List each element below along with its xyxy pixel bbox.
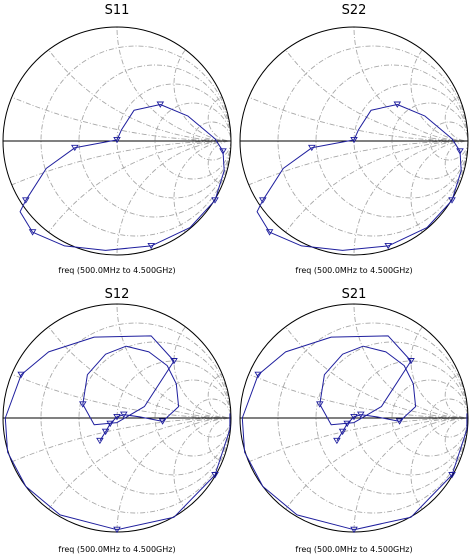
chart-title: S12	[105, 287, 130, 302]
triangle-down-icon	[448, 472, 456, 479]
triangle-down-icon	[79, 401, 87, 408]
triangle-down-icon	[71, 144, 79, 152]
triangle-down-icon	[254, 371, 262, 379]
triangle-down-icon	[316, 401, 324, 408]
triangle-down-icon	[170, 358, 178, 365]
triangle-down-icon	[156, 101, 165, 108]
reactance-arc	[3, 140, 231, 255]
triangle-down-icon	[101, 428, 110, 436]
chart-title: S21	[342, 287, 367, 302]
reactance-arc	[240, 27, 468, 142]
triangle-down-icon	[17, 371, 25, 379]
triangle-down-icon	[333, 437, 341, 445]
triangle-down-icon	[407, 358, 415, 365]
triangle-down-icon	[393, 101, 402, 108]
triangle-down-icon	[350, 136, 358, 144]
reactance-arc	[173, 140, 231, 255]
reactance-arc	[207, 417, 231, 465]
triangle-down-icon	[96, 437, 104, 445]
resistance-circle	[78, 341, 231, 495]
triangle-down-icon	[106, 420, 114, 428]
reactance-arc	[207, 94, 231, 142]
reactance-arc	[207, 140, 231, 188]
reactance-arc	[3, 27, 231, 142]
resistance-circle	[78, 64, 231, 218]
chart-title: S22	[342, 3, 367, 18]
resistance-circle	[315, 64, 468, 218]
reactance-arc	[444, 417, 468, 465]
reactance-arc	[240, 27, 468, 142]
reactance-arc	[116, 27, 231, 142]
reactance-arc	[444, 94, 468, 142]
reactance-arc	[240, 304, 468, 419]
unit-circle	[2, 26, 232, 256]
reactance-arc	[173, 304, 231, 419]
triangle-down-icon	[448, 197, 456, 204]
reactance-arc	[444, 371, 468, 419]
freq-range-label: freq (500.0MHz to 4.500GHz)	[295, 266, 412, 275]
reactance-arc	[116, 304, 231, 419]
triangle-down-icon	[456, 148, 464, 155]
triangle-down-icon	[265, 229, 274, 236]
triangle-down-icon	[338, 428, 347, 436]
trace-s21	[241, 335, 468, 531]
reactance-arc	[353, 417, 468, 532]
reactance-arc	[3, 417, 231, 532]
reactance-arc	[353, 140, 468, 255]
triangle-down-icon	[120, 411, 128, 418]
triangle-down-icon	[259, 197, 267, 204]
triangle-down-icon	[22, 197, 30, 204]
reactance-arc	[173, 417, 231, 532]
triangle-down-icon	[147, 242, 155, 250]
triangle-down-icon	[350, 413, 358, 421]
triangle-down-icon	[113, 526, 121, 534]
reactance-arc	[444, 140, 468, 188]
triangle-down-icon	[343, 420, 351, 428]
triangle-down-icon	[357, 411, 365, 418]
triangle-down-icon	[113, 413, 121, 421]
triangle-down-icon	[28, 229, 37, 236]
trace-s12	[4, 335, 231, 531]
freq-range-label: freq (500.0MHz to 4.500GHz)	[58, 266, 175, 275]
reactance-arc	[3, 27, 231, 142]
reactance-arc	[240, 304, 468, 419]
reactance-arc	[240, 140, 468, 255]
unit-circle	[239, 26, 469, 256]
triangle-down-icon	[113, 136, 121, 144]
trace-s22	[256, 104, 462, 251]
resistance-circle	[315, 341, 468, 495]
triangle-down-icon	[211, 197, 219, 204]
reactance-arc	[207, 371, 231, 419]
trace-s11	[19, 104, 225, 251]
triangle-down-icon	[395, 418, 404, 425]
triangle-down-icon	[211, 472, 219, 479]
chart-title: S11	[105, 3, 130, 18]
triangle-down-icon	[350, 526, 358, 534]
reactance-arc	[116, 140, 231, 255]
triangle-down-icon	[219, 148, 227, 155]
reactance-arc	[173, 27, 231, 142]
triangle-down-icon	[384, 242, 392, 250]
freq-range-label: freq (500.0MHz to 4.500GHz)	[295, 545, 412, 554]
triangle-down-icon	[158, 418, 167, 425]
triangle-down-icon	[308, 144, 316, 152]
reactance-arc	[116, 417, 231, 532]
freq-range-label: freq (500.0MHz to 4.500GHz)	[58, 545, 175, 554]
reactance-arc	[3, 304, 231, 419]
